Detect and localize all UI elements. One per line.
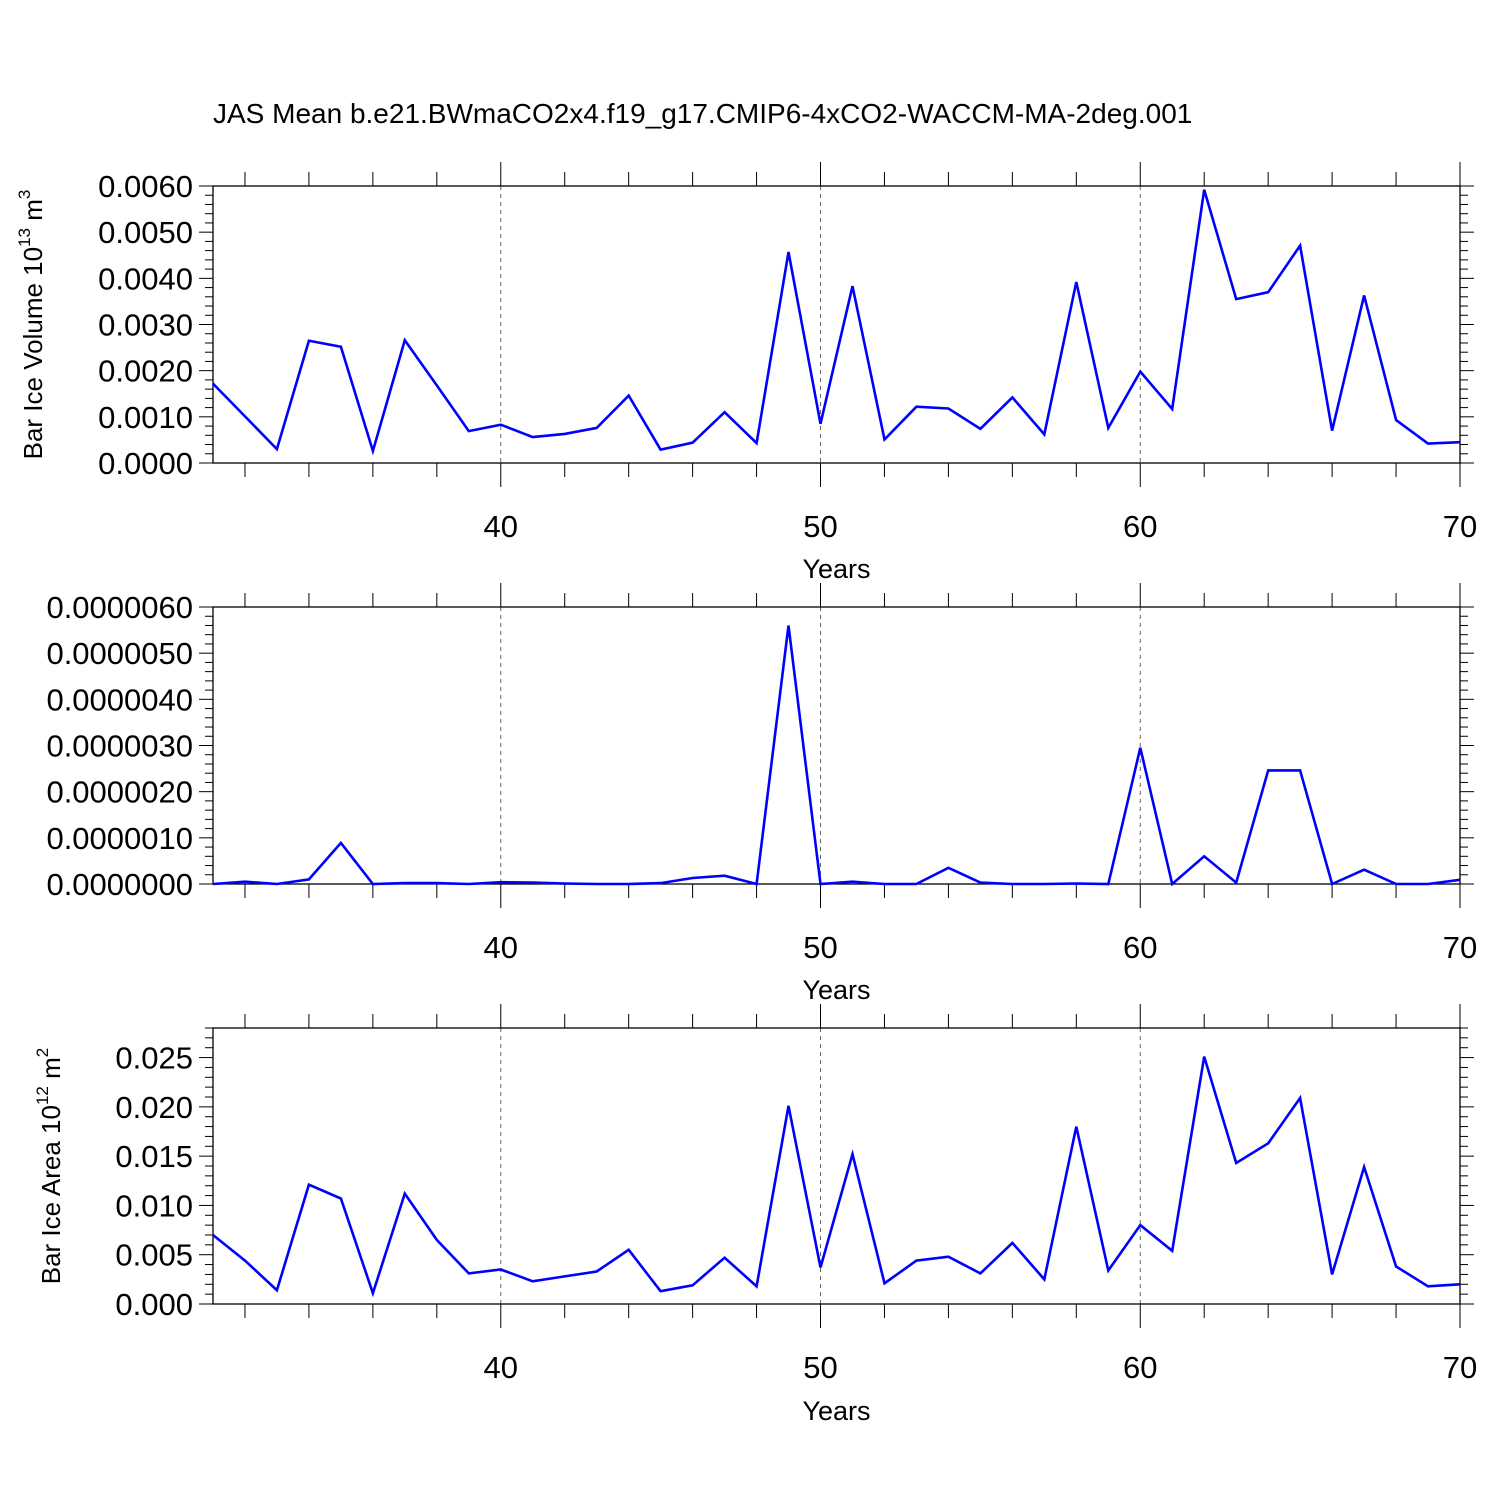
- y-tick-label: 0.0000040: [46, 682, 193, 717]
- y-tick-label: 0.000: [115, 1287, 193, 1322]
- y-tick-label: 0.0000: [98, 446, 193, 481]
- x-tick-label: 70: [1443, 509, 1477, 544]
- series-line-1: [212, 625, 1461, 887]
- y-tick-label: 0.0040: [98, 261, 193, 296]
- y-tick-label: 0.0000020: [46, 775, 193, 810]
- y-tick-label: 0.015: [115, 1139, 193, 1174]
- x-tick-label: 50: [803, 1350, 837, 1385]
- panel-2: 40 50 60 70 0.0000000 0.0000010 0.0000020 0.000…: [46, 583, 1477, 1005]
- panel-3: 40 50 60 70 0.000 0.005 0.010 0.015 0.020 0.025 Ye…: [33, 1004, 1477, 1426]
- x-axis-label: Years: [802, 1396, 870, 1426]
- y-tick-label: 0.0000030: [46, 729, 193, 764]
- plot-frame: [212, 606, 1461, 885]
- x-tick-label: 60: [1123, 509, 1157, 544]
- plot-frame: [212, 1027, 1461, 1305]
- y-tick-label: 0.0060: [98, 169, 193, 204]
- figure-title: JAS Mean b.e21.BWmaCO2x4.f19_g17.CMIP6-4…: [213, 98, 1192, 129]
- y-tick-label: 0.020: [115, 1090, 193, 1125]
- y-axis-label: Bar Ice Volume 1013 m3: [15, 190, 48, 460]
- x-tick-label: 50: [803, 930, 837, 965]
- x-tick-label: 40: [484, 930, 518, 965]
- x-axis-label: Years: [802, 554, 870, 584]
- y-axis-label: Bar Ice Area 1012 m2: [33, 1048, 66, 1285]
- x-tick-label: 50: [803, 509, 837, 544]
- series-line-1: [212, 1056, 1461, 1298]
- y-tick-label: 0.0000000: [46, 867, 193, 902]
- y-tick-label: 0.010: [115, 1188, 193, 1223]
- x-tick-label: 40: [484, 509, 518, 544]
- x-tick-label: 40: [484, 1350, 518, 1385]
- series-line-1: [212, 189, 1461, 456]
- y-tick-label: 0.0000010: [46, 821, 193, 856]
- x-axis-label: Years: [802, 975, 870, 1005]
- y-tick-label: 0.0010: [98, 400, 193, 435]
- panel-1: 40 50 60 70 0.0000 0.0010 0.0020 0.0030 0.0040 0.…: [15, 162, 1477, 584]
- y-tick-label: 0.0000050: [46, 636, 193, 671]
- plot-frame: [212, 185, 1461, 464]
- x-tick-label: 60: [1123, 1350, 1157, 1385]
- y-tick-label: 0.025: [115, 1041, 193, 1076]
- y-tick-label: 0.0030: [98, 308, 193, 343]
- y-tick-label: 0.0020: [98, 354, 193, 389]
- y-tick-label: 0.0000060: [46, 590, 193, 625]
- x-tick-label: 70: [1443, 1350, 1477, 1385]
- x-tick-label: 60: [1123, 930, 1157, 965]
- y-tick-label: 0.0050: [98, 215, 193, 250]
- y-tick-label: 0.005: [115, 1238, 193, 1273]
- x-tick-label: 70: [1443, 930, 1477, 965]
